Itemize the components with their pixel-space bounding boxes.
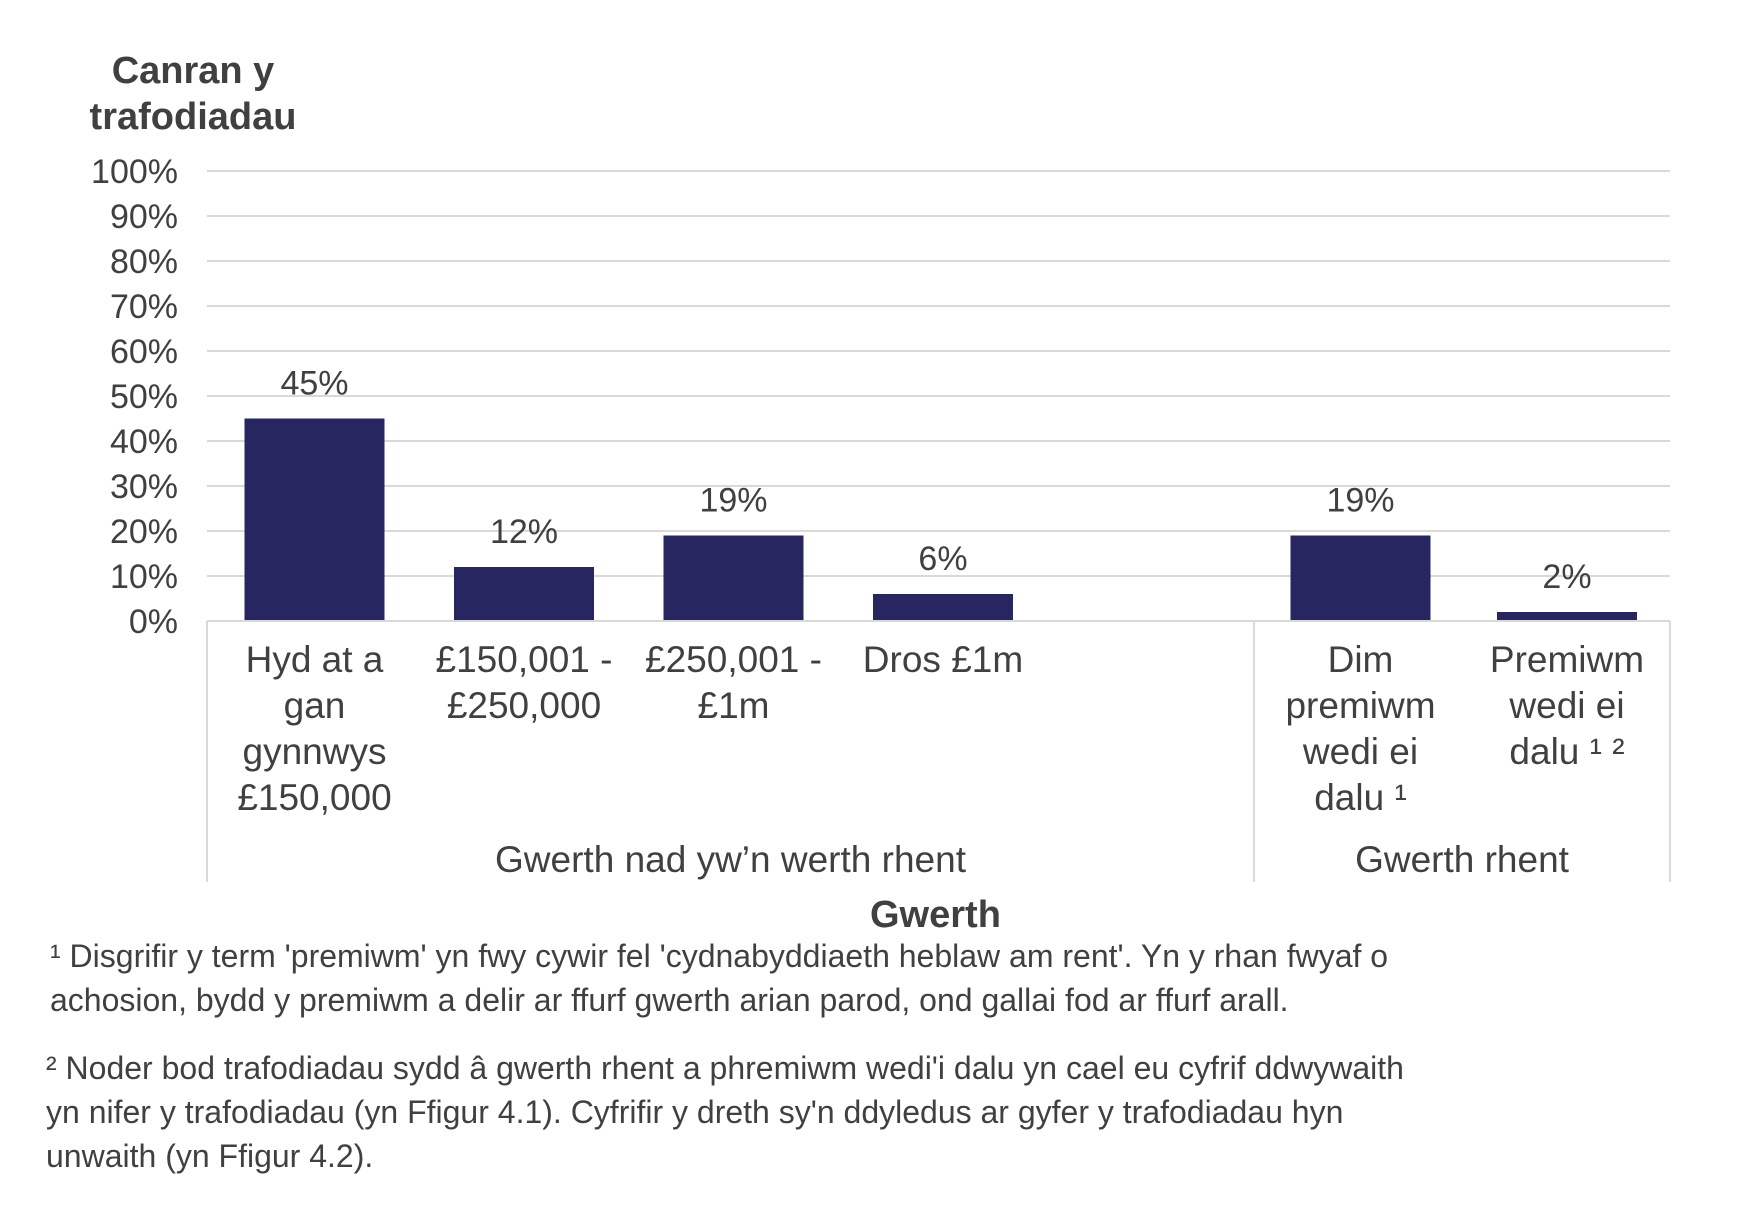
- data-label: 2%: [1542, 558, 1591, 596]
- bar: [1497, 612, 1637, 621]
- data-label: 45%: [280, 365, 348, 403]
- footnote-1-line-1: ¹ Disgrifir y term 'premiwm' yn fwy cywi…: [50, 938, 1389, 974]
- x-category-label: Dros £1m: [863, 639, 1023, 680]
- x-category-label: Hyd at a gan gynnwys £150,000: [237, 639, 391, 818]
- bar: [663, 535, 804, 621]
- y-tick-label: 20%: [110, 513, 178, 551]
- y-tick-label: 100%: [91, 153, 178, 191]
- footnote-1-line-2: achosion, bydd y premiwm a delir ar ffur…: [50, 982, 1289, 1018]
- y-axis-title: Canran y trafodiadau: [89, 50, 297, 138]
- y-tick-labels: 0% 10% 20% 30% 40% 50% 60% 70% 80% 90% 100%: [91, 153, 178, 641]
- bar: [454, 567, 594, 621]
- x-category-label: £250,001 -£1m: [645, 639, 822, 726]
- y-tick-label: 60%: [110, 333, 178, 371]
- footnote-2-line-1: ² Noder bod trafodiadau sydd â gwerth rh…: [46, 1050, 1404, 1086]
- axis-lines: [206, 620, 1671, 882]
- data-label: 19%: [699, 482, 767, 520]
- gridlines: [207, 170, 1670, 577]
- footnote-2-line-2: yn nifer y trafodiadau (yn Ffigur 4.1). …: [46, 1094, 1344, 1130]
- y-tick-label: 70%: [110, 288, 178, 326]
- y-tick-label: 0%: [129, 603, 178, 641]
- group-label: Gwerth nad yw’n werth rhent: [495, 839, 967, 880]
- y-tick-label: 10%: [110, 558, 178, 596]
- bar: [244, 418, 385, 621]
- x-category-labels: Hyd at a gan gynnwys £150,000 £150,001 -£250…: [237, 639, 1644, 818]
- bar-chart: 0% 10% 20% 30% 40% 50% 60% 70% 80% 90% 100% 45% 12%…: [91, 153, 1671, 882]
- y-tick-label: 30%: [110, 468, 178, 506]
- x-axis-title: Gwerth: [870, 894, 1001, 936]
- y-tick-label: 80%: [110, 243, 178, 281]
- data-label: 19%: [1326, 482, 1394, 520]
- x-category-label: Premiwm wedi ei dalu ¹ ²: [1490, 639, 1644, 772]
- y-tick-label: 40%: [110, 423, 178, 461]
- y-tick-label: 90%: [110, 198, 178, 236]
- bars: [244, 418, 1637, 621]
- group-labels: Gwerth nad yw’n werth rhent Gwerth rhent: [495, 839, 1570, 880]
- bar: [873, 594, 1013, 621]
- x-category-label: Dim premiwm wedi ei dalu ¹: [1285, 639, 1435, 818]
- data-label: 6%: [918, 540, 967, 578]
- data-labels: 45% 12% 19% 6% 19% 2%: [280, 365, 1591, 597]
- y-tick-label: 50%: [110, 378, 178, 416]
- footnote-2-line-3: unwaith (yn Ffigur 4.2).: [46, 1138, 374, 1174]
- data-label: 12%: [490, 513, 558, 551]
- bar: [1290, 535, 1431, 621]
- group-label: Gwerth rhent: [1355, 839, 1570, 880]
- x-category-label: £150,001 -£250,000: [436, 639, 613, 726]
